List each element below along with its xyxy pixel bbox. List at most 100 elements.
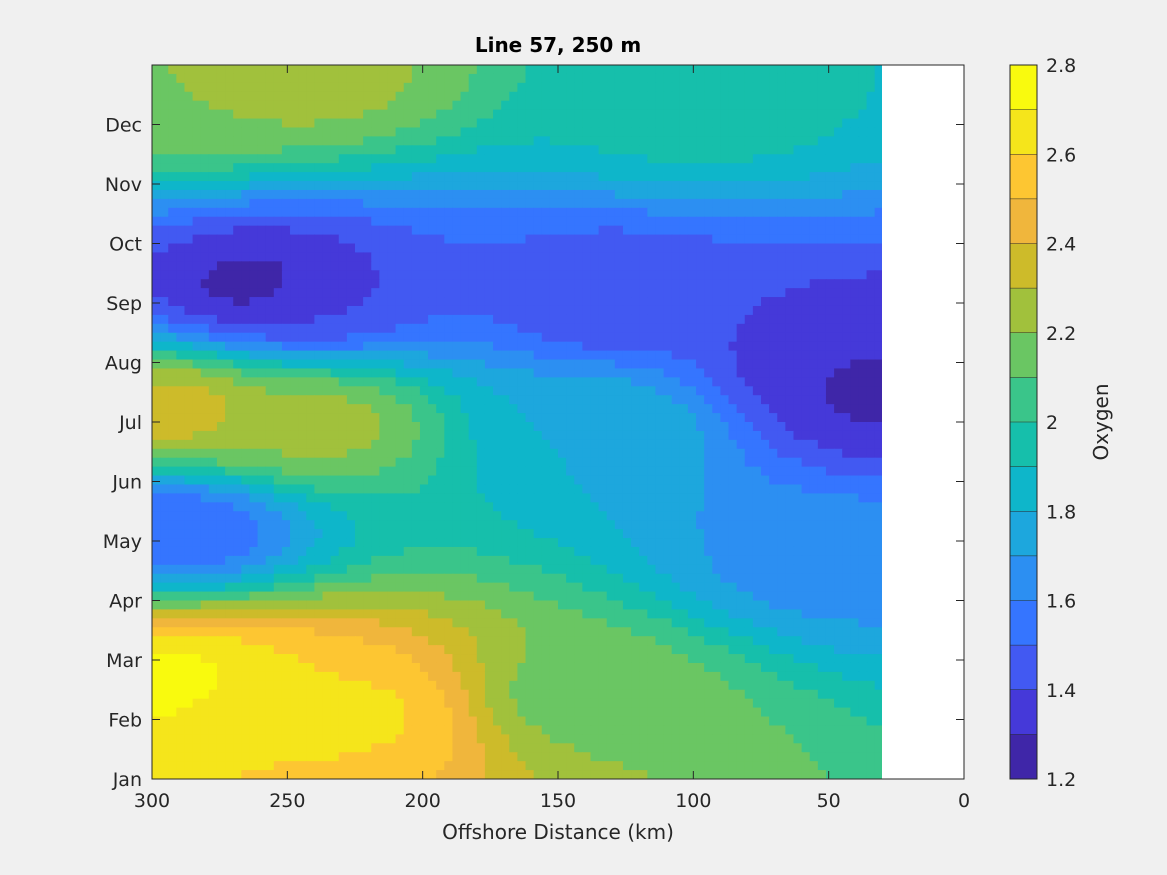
contour-cell — [842, 350, 851, 361]
contour-cell — [793, 332, 803, 343]
contour-cell — [533, 127, 543, 138]
contour-cell — [566, 172, 575, 182]
contour-cell — [233, 270, 242, 280]
contour-cell — [468, 323, 478, 334]
contour-cell — [704, 457, 713, 468]
contour-cell — [152, 225, 161, 236]
contour-cell — [696, 243, 705, 254]
contour-cell — [858, 118, 868, 129]
contour-cell — [687, 466, 697, 477]
contour-cell — [468, 395, 478, 405]
contour-cell — [265, 502, 275, 512]
contour-cell — [281, 127, 291, 138]
contour-cell — [216, 109, 226, 120]
contour-cell — [761, 172, 770, 182]
contour-cell — [598, 288, 608, 298]
contour-cell — [728, 279, 738, 289]
contour-cell — [346, 73, 356, 84]
contour-cell — [176, 91, 186, 102]
contour-cell — [192, 225, 202, 236]
contour-cell — [769, 82, 778, 93]
contour-cell — [330, 546, 340, 557]
contour-cell — [184, 511, 194, 521]
contour-cell — [663, 404, 673, 414]
contour-cell — [225, 65, 234, 75]
contour-cell — [225, 546, 234, 557]
contour-cell — [444, 332, 454, 343]
contour-cell — [257, 493, 267, 503]
contour-cell — [744, 529, 754, 539]
contour-cell — [265, 323, 275, 334]
contour-cell — [452, 109, 462, 120]
contour-cell — [817, 511, 827, 521]
contour-cell — [769, 109, 778, 120]
contour-cell — [241, 100, 251, 111]
contour-cell — [444, 145, 454, 155]
contour-cell — [712, 323, 721, 334]
contour-cell — [720, 386, 730, 396]
contour-cell — [273, 118, 283, 129]
contour-cell — [590, 520, 600, 530]
contour-cell — [257, 305, 267, 316]
contour-cell — [371, 466, 380, 477]
contour-cell — [525, 439, 535, 450]
contour-cell — [809, 207, 819, 218]
contour-cell — [558, 404, 567, 414]
contour-cell — [752, 448, 762, 459]
contour-cell — [314, 520, 324, 530]
contour-cell — [793, 439, 803, 450]
contour-cell — [257, 475, 267, 486]
contour-cell — [322, 109, 332, 120]
contour-cell — [752, 395, 762, 405]
contour-cell — [696, 439, 705, 450]
contour-cell — [761, 234, 770, 245]
contour-cell — [752, 430, 762, 441]
contour-cell — [704, 118, 713, 129]
contour-cell — [184, 243, 194, 254]
contour-cell — [346, 65, 356, 75]
contour-cell — [622, 546, 632, 557]
contour-cell — [785, 189, 795, 200]
contour-cell — [208, 422, 218, 432]
contour-cell — [281, 413, 291, 423]
contour-cell — [419, 538, 429, 548]
contour-cell — [671, 189, 681, 200]
contour-cell — [533, 234, 543, 245]
contour-cell — [663, 216, 673, 227]
contour-cell — [736, 305, 746, 316]
contour-cell — [720, 404, 730, 414]
contour-cell — [371, 377, 380, 387]
contour-cell — [785, 145, 795, 155]
contour-cell — [785, 466, 795, 477]
contour-cell — [574, 466, 583, 477]
contour-cell — [647, 172, 657, 182]
contour-cell — [346, 377, 356, 387]
contour-cell — [517, 520, 527, 530]
contour-cell — [866, 261, 876, 271]
contour-cell — [639, 314, 648, 325]
contour-cell — [468, 279, 478, 289]
contour-cell — [355, 484, 364, 495]
contour-cell — [663, 207, 673, 218]
contour-cell — [850, 448, 860, 459]
contour-cell — [728, 270, 738, 280]
contour-cell — [338, 430, 348, 441]
contour-cell — [298, 538, 307, 548]
contour-cell — [216, 297, 226, 307]
contour-cell — [712, 172, 721, 182]
contour-cell — [298, 386, 307, 396]
contour-cell — [411, 529, 421, 539]
contour-cell — [509, 404, 518, 414]
contour-cell — [590, 279, 600, 289]
contour-cell — [866, 538, 876, 548]
contour-cell — [517, 225, 527, 236]
contour-cell — [501, 198, 510, 209]
contour-cell — [346, 332, 356, 343]
contour-cell — [728, 145, 738, 155]
contour-cell — [825, 422, 835, 432]
contour-cell — [704, 546, 713, 557]
contour-cell — [858, 252, 868, 262]
contour-cell — [176, 448, 186, 459]
contour-cell — [817, 91, 827, 102]
contour-cell — [411, 100, 421, 111]
